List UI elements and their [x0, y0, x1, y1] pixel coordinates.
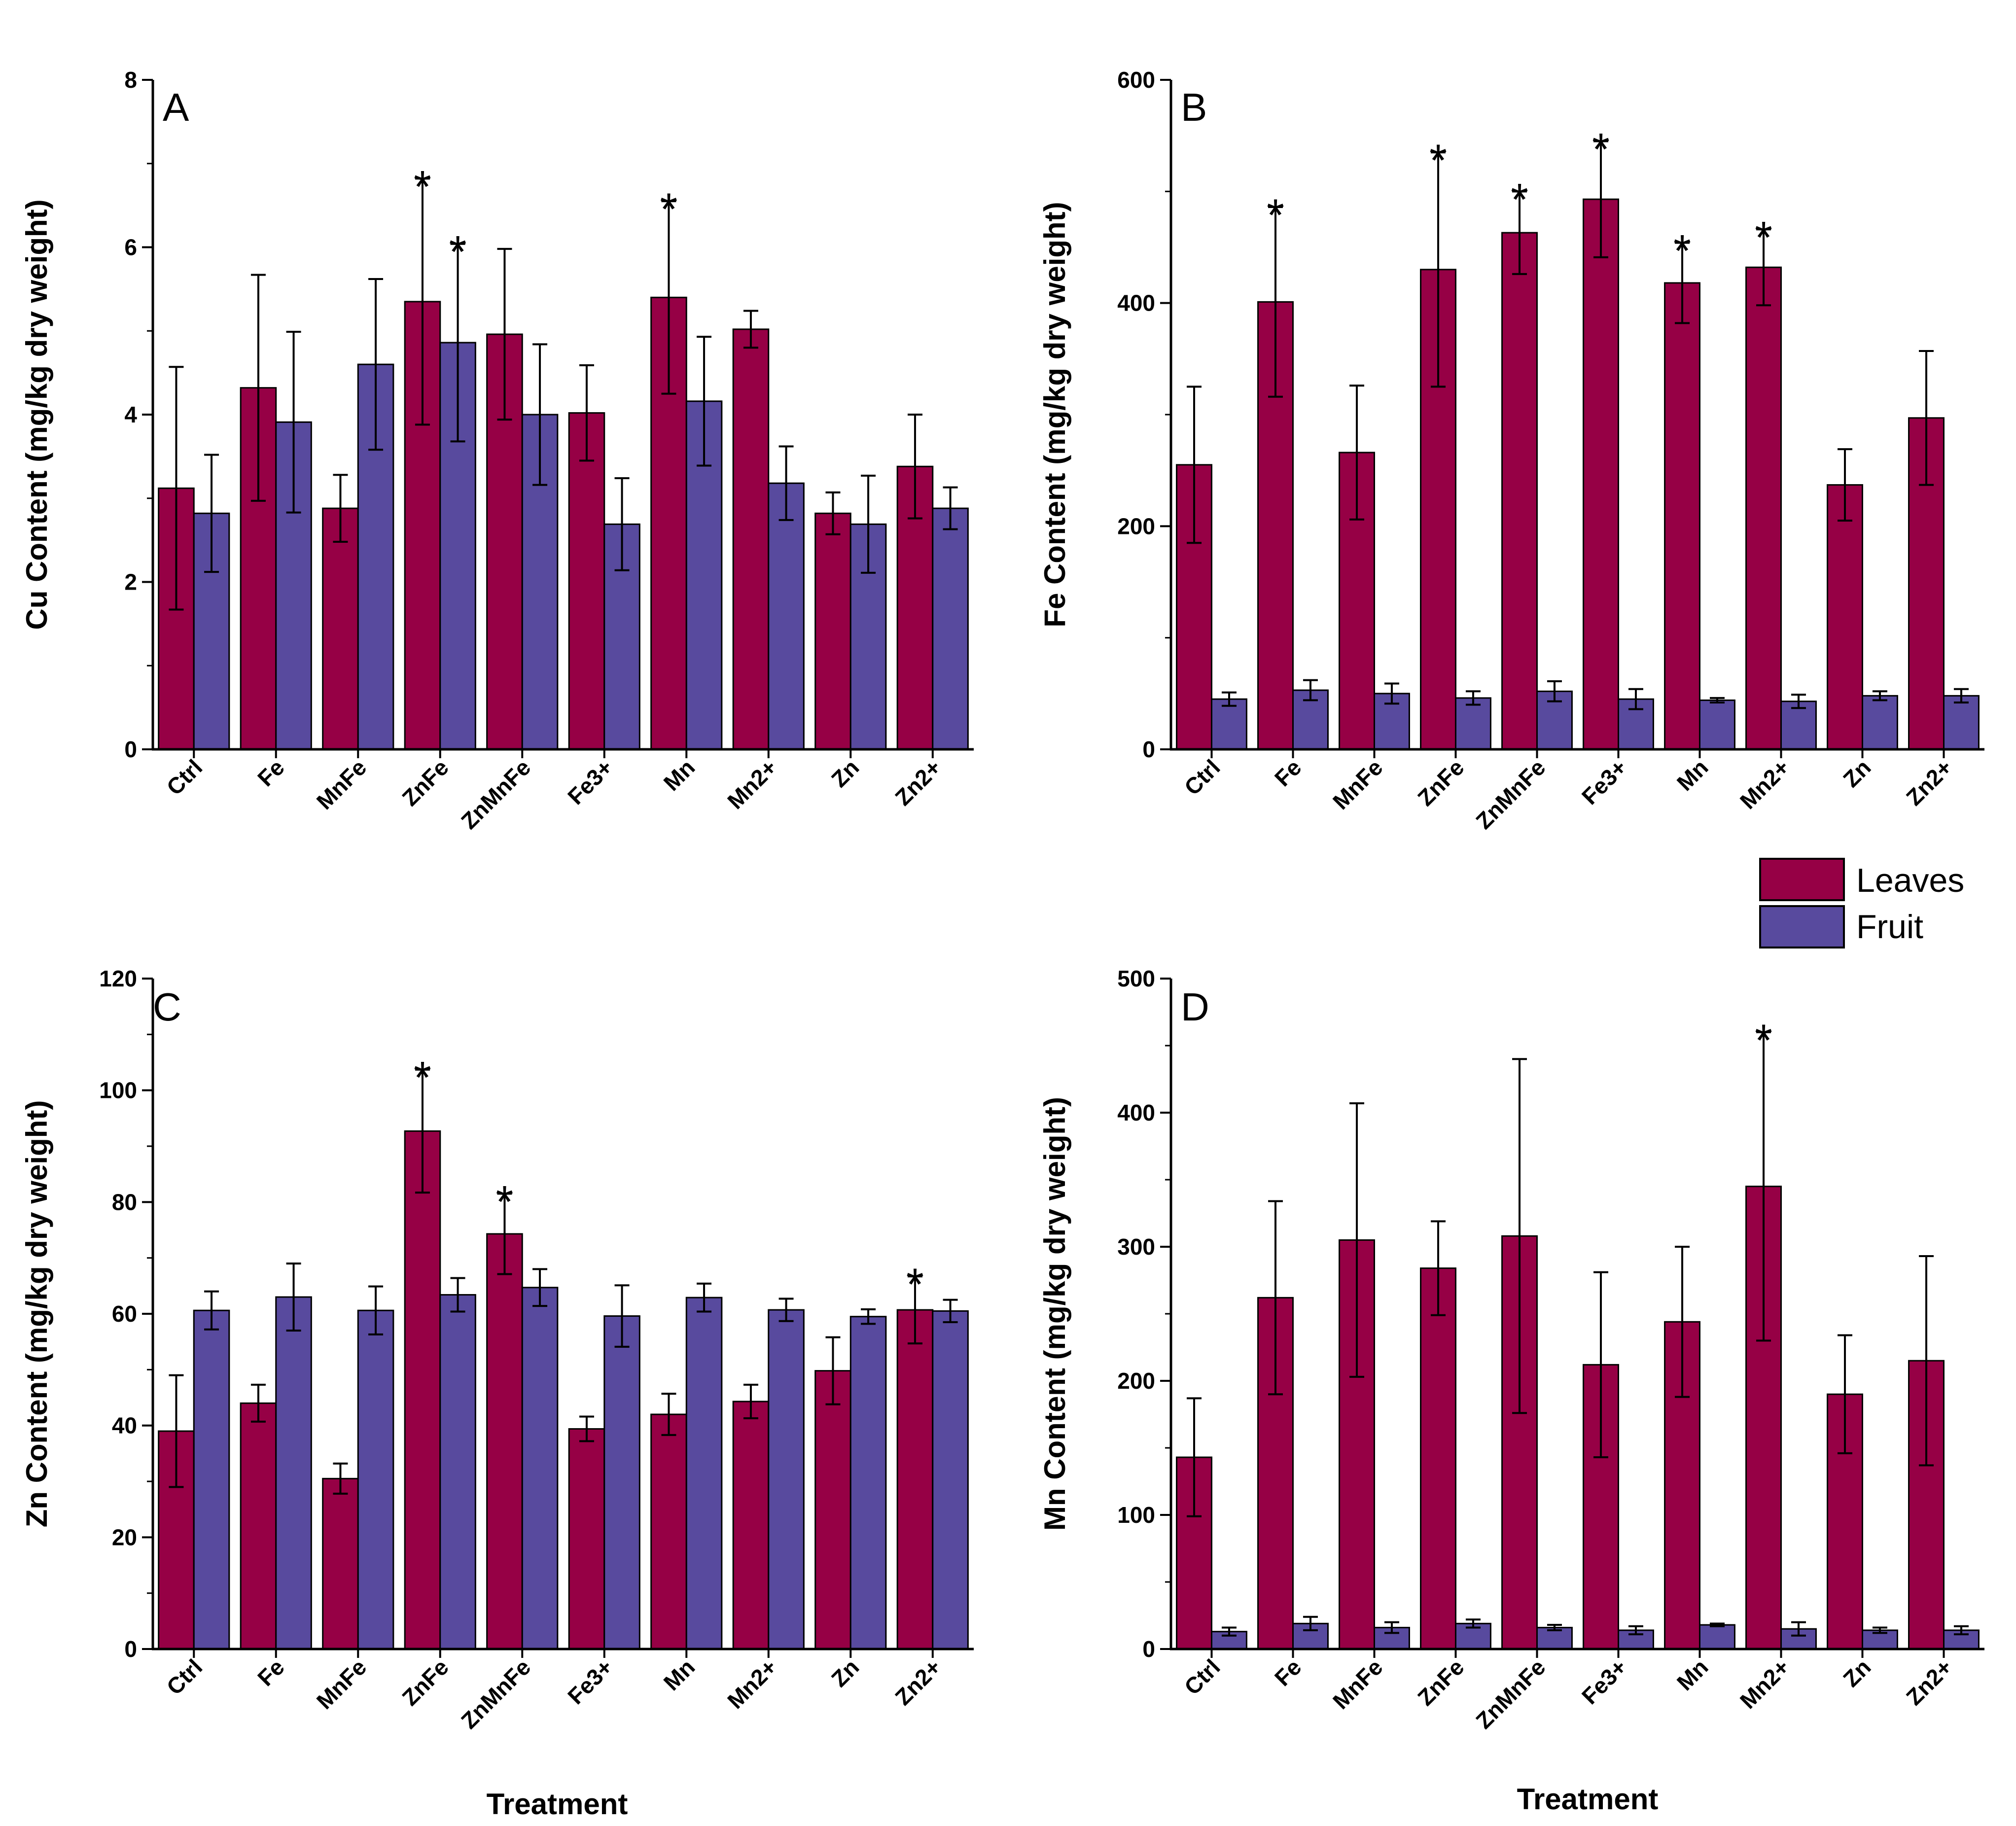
- y-tick-label-c-6: 120: [99, 966, 137, 991]
- bar-b-leaves-8: [1827, 484, 1864, 750]
- panel-d: Ctrl Fe MnFe ZnFe ZnMnFe Fe3+ Mn*Mn2+ Zn Zn2+010…: [1038, 966, 1984, 1734]
- y-tick-label-a-3: 6: [124, 235, 137, 260]
- significance-star-a-leaves-6: *: [660, 184, 678, 235]
- y-tick-label-b-0: 0: [1142, 737, 1155, 762]
- y-tick-label-a-4: 8: [124, 67, 137, 93]
- bar-c-leaves-7: [732, 1401, 770, 1650]
- legend: Leaves Fruit: [1759, 858, 1964, 948]
- y-axis-label-b: Fe Content (mg/kg dry weight): [1038, 202, 1071, 627]
- bar-b-fruit-8: [1862, 695, 1898, 750]
- significance-star-d-leaves-7: *: [1755, 1016, 1772, 1066]
- bar-b-leaves-7: [1745, 266, 1782, 750]
- significance-star-b-leaves-6: *: [1673, 226, 1691, 276]
- bar-c-leaves-9: [896, 1309, 934, 1650]
- y-tick-label-c-3: 60: [112, 1301, 137, 1327]
- y-tick-label-c-2: 40: [112, 1413, 137, 1439]
- significance-star-c-leaves-4: *: [496, 1177, 514, 1227]
- bar-c-leaves-1: [240, 1402, 277, 1650]
- bar-a-leaves-2: [322, 507, 359, 750]
- bar-b-leaves-6: [1664, 282, 1701, 750]
- significance-star-c-leaves-9: *: [906, 1260, 924, 1310]
- bar-a-leaves-7: [732, 328, 770, 750]
- bar-a-fruit-9: [932, 507, 969, 750]
- significance-star-b-leaves-5: *: [1592, 124, 1610, 175]
- bar-c-leaves-8: [814, 1370, 851, 1650]
- bar-c-leaves-2: [322, 1477, 359, 1650]
- significance-star-b-leaves-4: *: [1511, 175, 1528, 225]
- bar-b-leaves-4: [1501, 232, 1538, 750]
- bar-c-leaves-4: [486, 1233, 523, 1650]
- bar-c-fruit-0: [193, 1309, 230, 1650]
- significance-star-a-fruit-3: *: [449, 227, 467, 278]
- panel-label-b: B: [1181, 85, 1207, 129]
- y-tick-label-c-1: 20: [112, 1524, 137, 1550]
- bar-c-fruit-2: [357, 1309, 394, 1650]
- y-axis-label-c: Zn Content (mg/kg dry weight): [20, 1100, 53, 1528]
- panel-label-d: D: [1181, 985, 1209, 1029]
- legend-swatch-fruit: [1759, 905, 1845, 948]
- bar-b-leaves-5: [1583, 198, 1620, 750]
- y-tick-label-a-1: 2: [124, 569, 137, 595]
- y-tick-label-a-2: 4: [124, 402, 137, 427]
- panel-c: Ctrl Fe MnFe*ZnFe*ZnMnFe Fe3+ Mn Mn2+ Zn*Zn2+0…: [20, 966, 974, 1734]
- significance-star-c-leaves-3: *: [414, 1053, 431, 1103]
- y-tick-label-c-5: 100: [99, 1078, 137, 1103]
- bar-d-fruit-6: [1699, 1624, 1735, 1650]
- panel-label-c: C: [153, 985, 181, 1029]
- bar-c-leaves-5: [568, 1428, 605, 1650]
- bar-b-fruit-9: [1943, 695, 1980, 750]
- bar-c-fruit-9: [932, 1310, 969, 1650]
- y-tick-label-c-0: 0: [124, 1636, 137, 1662]
- significance-star-b-leaves-3: *: [1429, 136, 1447, 186]
- legend-label-fruit: Fruit: [1856, 908, 1923, 946]
- bar-a-fruit-7: [768, 482, 805, 750]
- y-tick-label-d-1: 100: [1117, 1502, 1155, 1528]
- bar-b-fruit-3: [1455, 697, 1491, 750]
- bar-c-fruit-4: [521, 1287, 559, 1650]
- bar-a-leaves-5: [568, 412, 605, 750]
- bar-c-fruit-6: [685, 1297, 723, 1650]
- significance-star-b-leaves-1: *: [1267, 190, 1284, 241]
- bar-a-fruit-3: [439, 342, 476, 750]
- bar-c-fruit-3: [439, 1294, 476, 1650]
- legend-swatch-leaves: [1759, 858, 1845, 901]
- bar-c-leaves-6: [650, 1413, 687, 1650]
- bar-a-leaves-8: [814, 512, 851, 750]
- significance-star-a-leaves-3: *: [414, 162, 431, 212]
- y-tick-label-b-3: 600: [1117, 67, 1155, 93]
- y-tick-label-c-4: 80: [112, 1189, 137, 1215]
- panel-label-a: A: [163, 85, 189, 129]
- bar-c-fruit-7: [768, 1309, 805, 1650]
- bar-c-leaves-3: [404, 1130, 441, 1650]
- legend-label-leaves: Leaves: [1856, 862, 1964, 899]
- y-tick-label-b-2: 400: [1117, 290, 1155, 316]
- bar-b-fruit-6: [1699, 699, 1735, 750]
- x-axis-title-left: Treatment: [487, 1788, 628, 1821]
- bar-d-leaves-9: [1908, 1360, 1945, 1650]
- y-tick-label-b-1: 200: [1117, 513, 1155, 539]
- bar-c-fruit-8: [849, 1316, 887, 1650]
- y-tick-label-d-0: 0: [1142, 1636, 1155, 1662]
- bar-c-fruit-5: [603, 1315, 640, 1650]
- y-tick-label-d-2: 200: [1117, 1368, 1155, 1394]
- bar-c-fruit-1: [275, 1296, 312, 1650]
- significance-star-b-leaves-7: *: [1755, 212, 1772, 263]
- y-tick-label-a-0: 0: [124, 737, 137, 762]
- x-axis-title-right: Treatment: [1517, 1783, 1659, 1816]
- y-axis-label-a: Cu Content (mg/kg dry weight): [20, 199, 53, 630]
- y-axis-label-d: Mn Content (mg/kg dry weight): [1038, 1097, 1071, 1531]
- bar-d-leaves-3: [1420, 1267, 1457, 1650]
- y-tick-label-d-3: 300: [1117, 1234, 1155, 1260]
- y-tick-label-d-5: 500: [1117, 966, 1155, 991]
- y-tick-label-d-4: 400: [1117, 1100, 1155, 1125]
